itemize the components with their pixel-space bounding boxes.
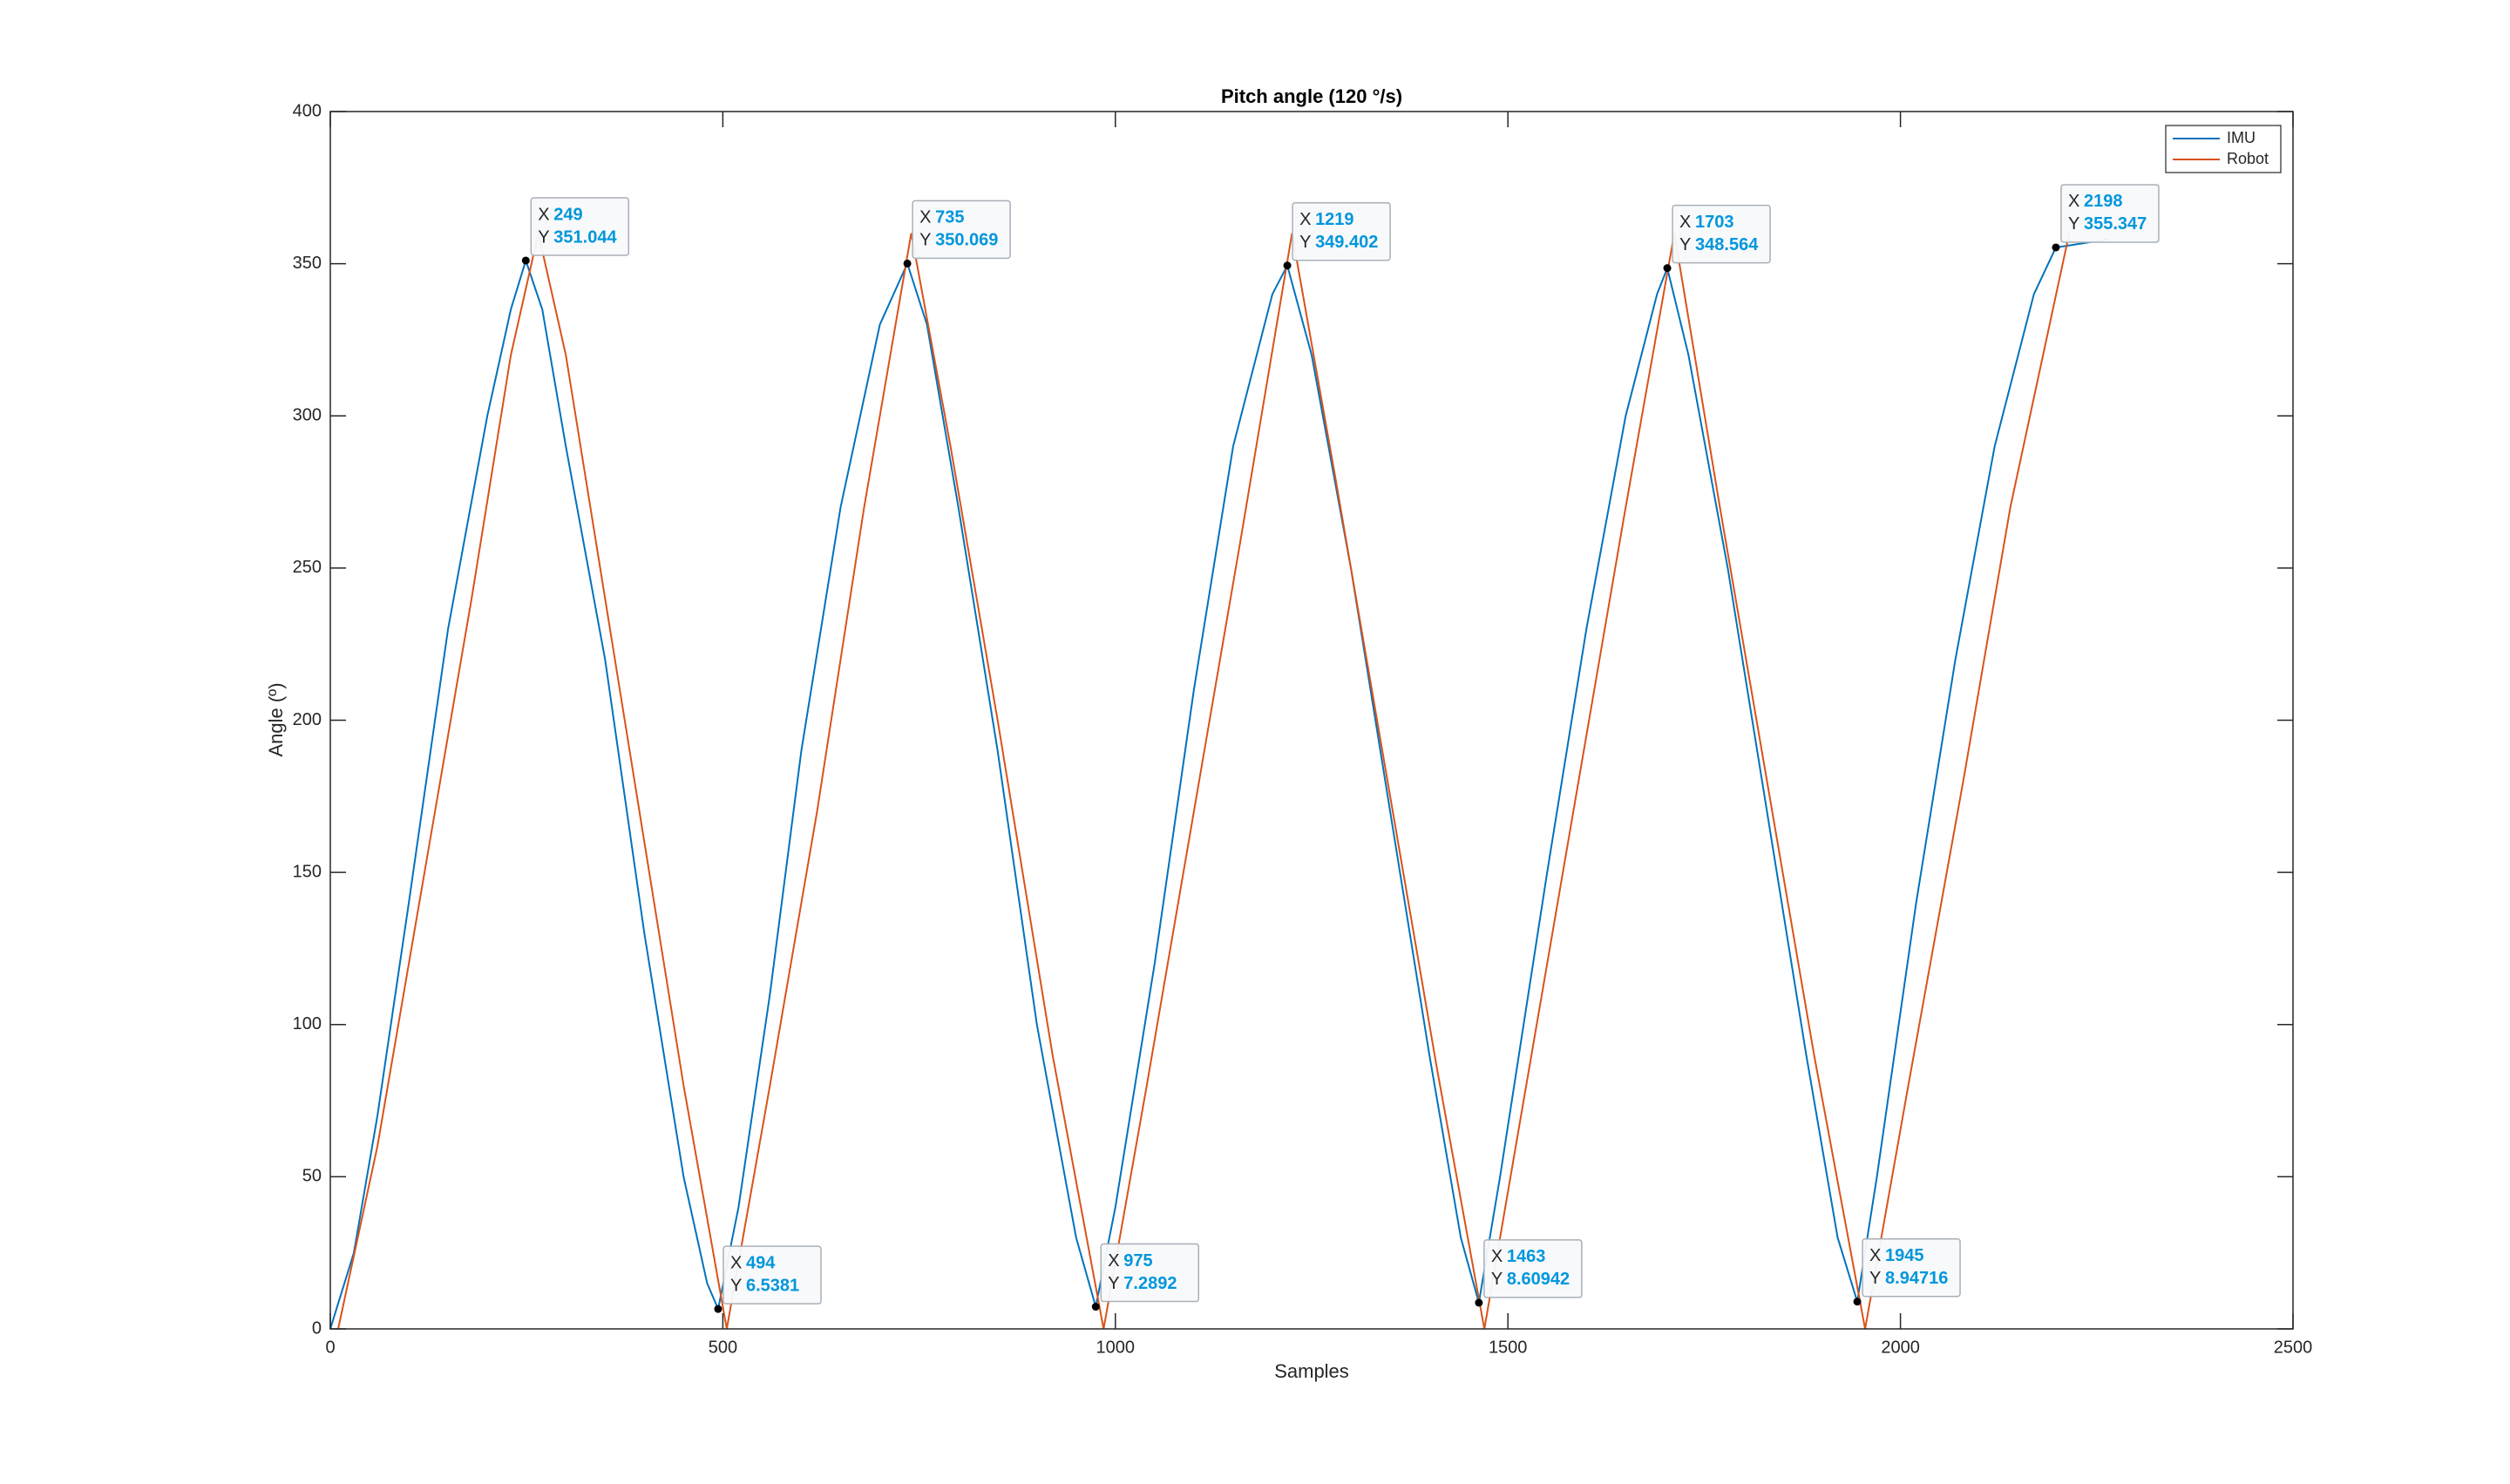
- datatip-x: 2198: [2084, 192, 2123, 211]
- datatip-box: [722, 1245, 822, 1304]
- y-tick-label: 250: [293, 558, 322, 577]
- datatip-box: [1292, 201, 1391, 261]
- datatip-x: 1703: [1695, 213, 1734, 232]
- datatip-prefix: X: [919, 208, 931, 227]
- datatip-prefix: Y: [1108, 1274, 1119, 1293]
- x-tick-label: 2000: [1881, 1338, 1920, 1357]
- datatip-prefix: Y: [2068, 214, 2079, 234]
- x-tick-label: 1500: [1489, 1338, 1528, 1357]
- y-tick-label: 150: [293, 862, 322, 881]
- datatip-prefix: Y: [1299, 233, 1311, 252]
- datatip-point: [2052, 243, 2060, 252]
- y-tick-label: 350: [293, 254, 322, 273]
- datatip-y: 348.564: [1695, 235, 1759, 254]
- datatip-point: [1663, 264, 1672, 273]
- legend-box: [2165, 125, 2282, 173]
- datatip-x: 1945: [1885, 1246, 1924, 1265]
- datatip-prefix: Y: [919, 231, 931, 250]
- x-tick-label: 500: [709, 1338, 737, 1357]
- datatip-point: [714, 1304, 722, 1313]
- plot-area: [330, 112, 2293, 1329]
- datatip-y: 355.347: [2084, 214, 2147, 234]
- datatip-y: 8.60942: [1507, 1270, 1570, 1289]
- x-tick-label: 1000: [1096, 1338, 1136, 1357]
- y-tick-label: 100: [293, 1014, 322, 1033]
- datatip-prefix: X: [730, 1253, 742, 1272]
- datatip-prefix: Y: [538, 227, 549, 247]
- datatip-point: [1091, 1303, 1100, 1311]
- series-line: [329, 238, 2109, 1330]
- datatip-x: 249: [553, 205, 582, 224]
- datatip-box: [1862, 1238, 1961, 1298]
- datatip-point: [1475, 1298, 1483, 1307]
- datatip-y: 349.402: [1315, 233, 1378, 252]
- datatip-y: 351.044: [553, 227, 617, 247]
- datatip-point: [1853, 1298, 1862, 1306]
- datatip-point: [903, 259, 912, 268]
- datatip-prefix: X: [538, 205, 549, 224]
- x-tick-label: 2500: [2274, 1338, 2313, 1357]
- y-tick-label: 50: [302, 1167, 322, 1186]
- datatip-point: [521, 256, 530, 265]
- datatip-box: [912, 200, 1011, 260]
- datatip-box: [1483, 1239, 1583, 1298]
- chart-title: Pitch angle (120 °/s): [1221, 85, 1402, 107]
- datatip-prefix: Y: [1491, 1270, 1503, 1289]
- datatip-box: [1100, 1243, 1200, 1303]
- datatip-prefix: X: [1679, 213, 1691, 232]
- y-tick-label: 0: [312, 1318, 322, 1338]
- datatip-y: 7.2892: [1123, 1274, 1177, 1293]
- datatip-prefix: Y: [1679, 235, 1691, 254]
- datatip-prefix: Y: [730, 1276, 742, 1295]
- series-line: [337, 233, 2071, 1330]
- legend-label: IMU: [2227, 129, 2256, 146]
- datatip-prefix: Y: [1869, 1269, 1881, 1288]
- datatip-prefix: X: [1299, 210, 1311, 229]
- x-tick-label: 0: [325, 1338, 335, 1357]
- y-tick-label: 300: [293, 406, 322, 425]
- datatip-x: 494: [746, 1253, 776, 1272]
- datatip-prefix: X: [1491, 1247, 1503, 1266]
- x-axis-label: Samples: [1274, 1360, 1349, 1382]
- datatip-prefix: X: [1869, 1246, 1881, 1265]
- datatip-prefix: X: [1108, 1251, 1119, 1271]
- y-axis-label: Angle (º): [265, 682, 287, 756]
- datatip-y: 350.069: [935, 231, 998, 250]
- datatip-box: [2060, 184, 2160, 243]
- datatip-point: [1283, 261, 1292, 270]
- legend-label: Robot: [2227, 150, 2269, 167]
- datatip-x: 1463: [1507, 1247, 1546, 1266]
- y-tick-label: 400: [293, 101, 322, 120]
- datatip-x: 735: [935, 208, 964, 227]
- datatip-y: 6.5381: [746, 1276, 799, 1295]
- datatip-box: [1672, 204, 1771, 264]
- datatip-box: [530, 197, 630, 256]
- datatip-y: 8.94716: [1885, 1269, 1948, 1288]
- datatip-x: 1219: [1315, 210, 1354, 229]
- y-tick-label: 200: [293, 710, 322, 729]
- datatip-prefix: X: [2068, 192, 2079, 211]
- datatip-x: 975: [1123, 1251, 1152, 1271]
